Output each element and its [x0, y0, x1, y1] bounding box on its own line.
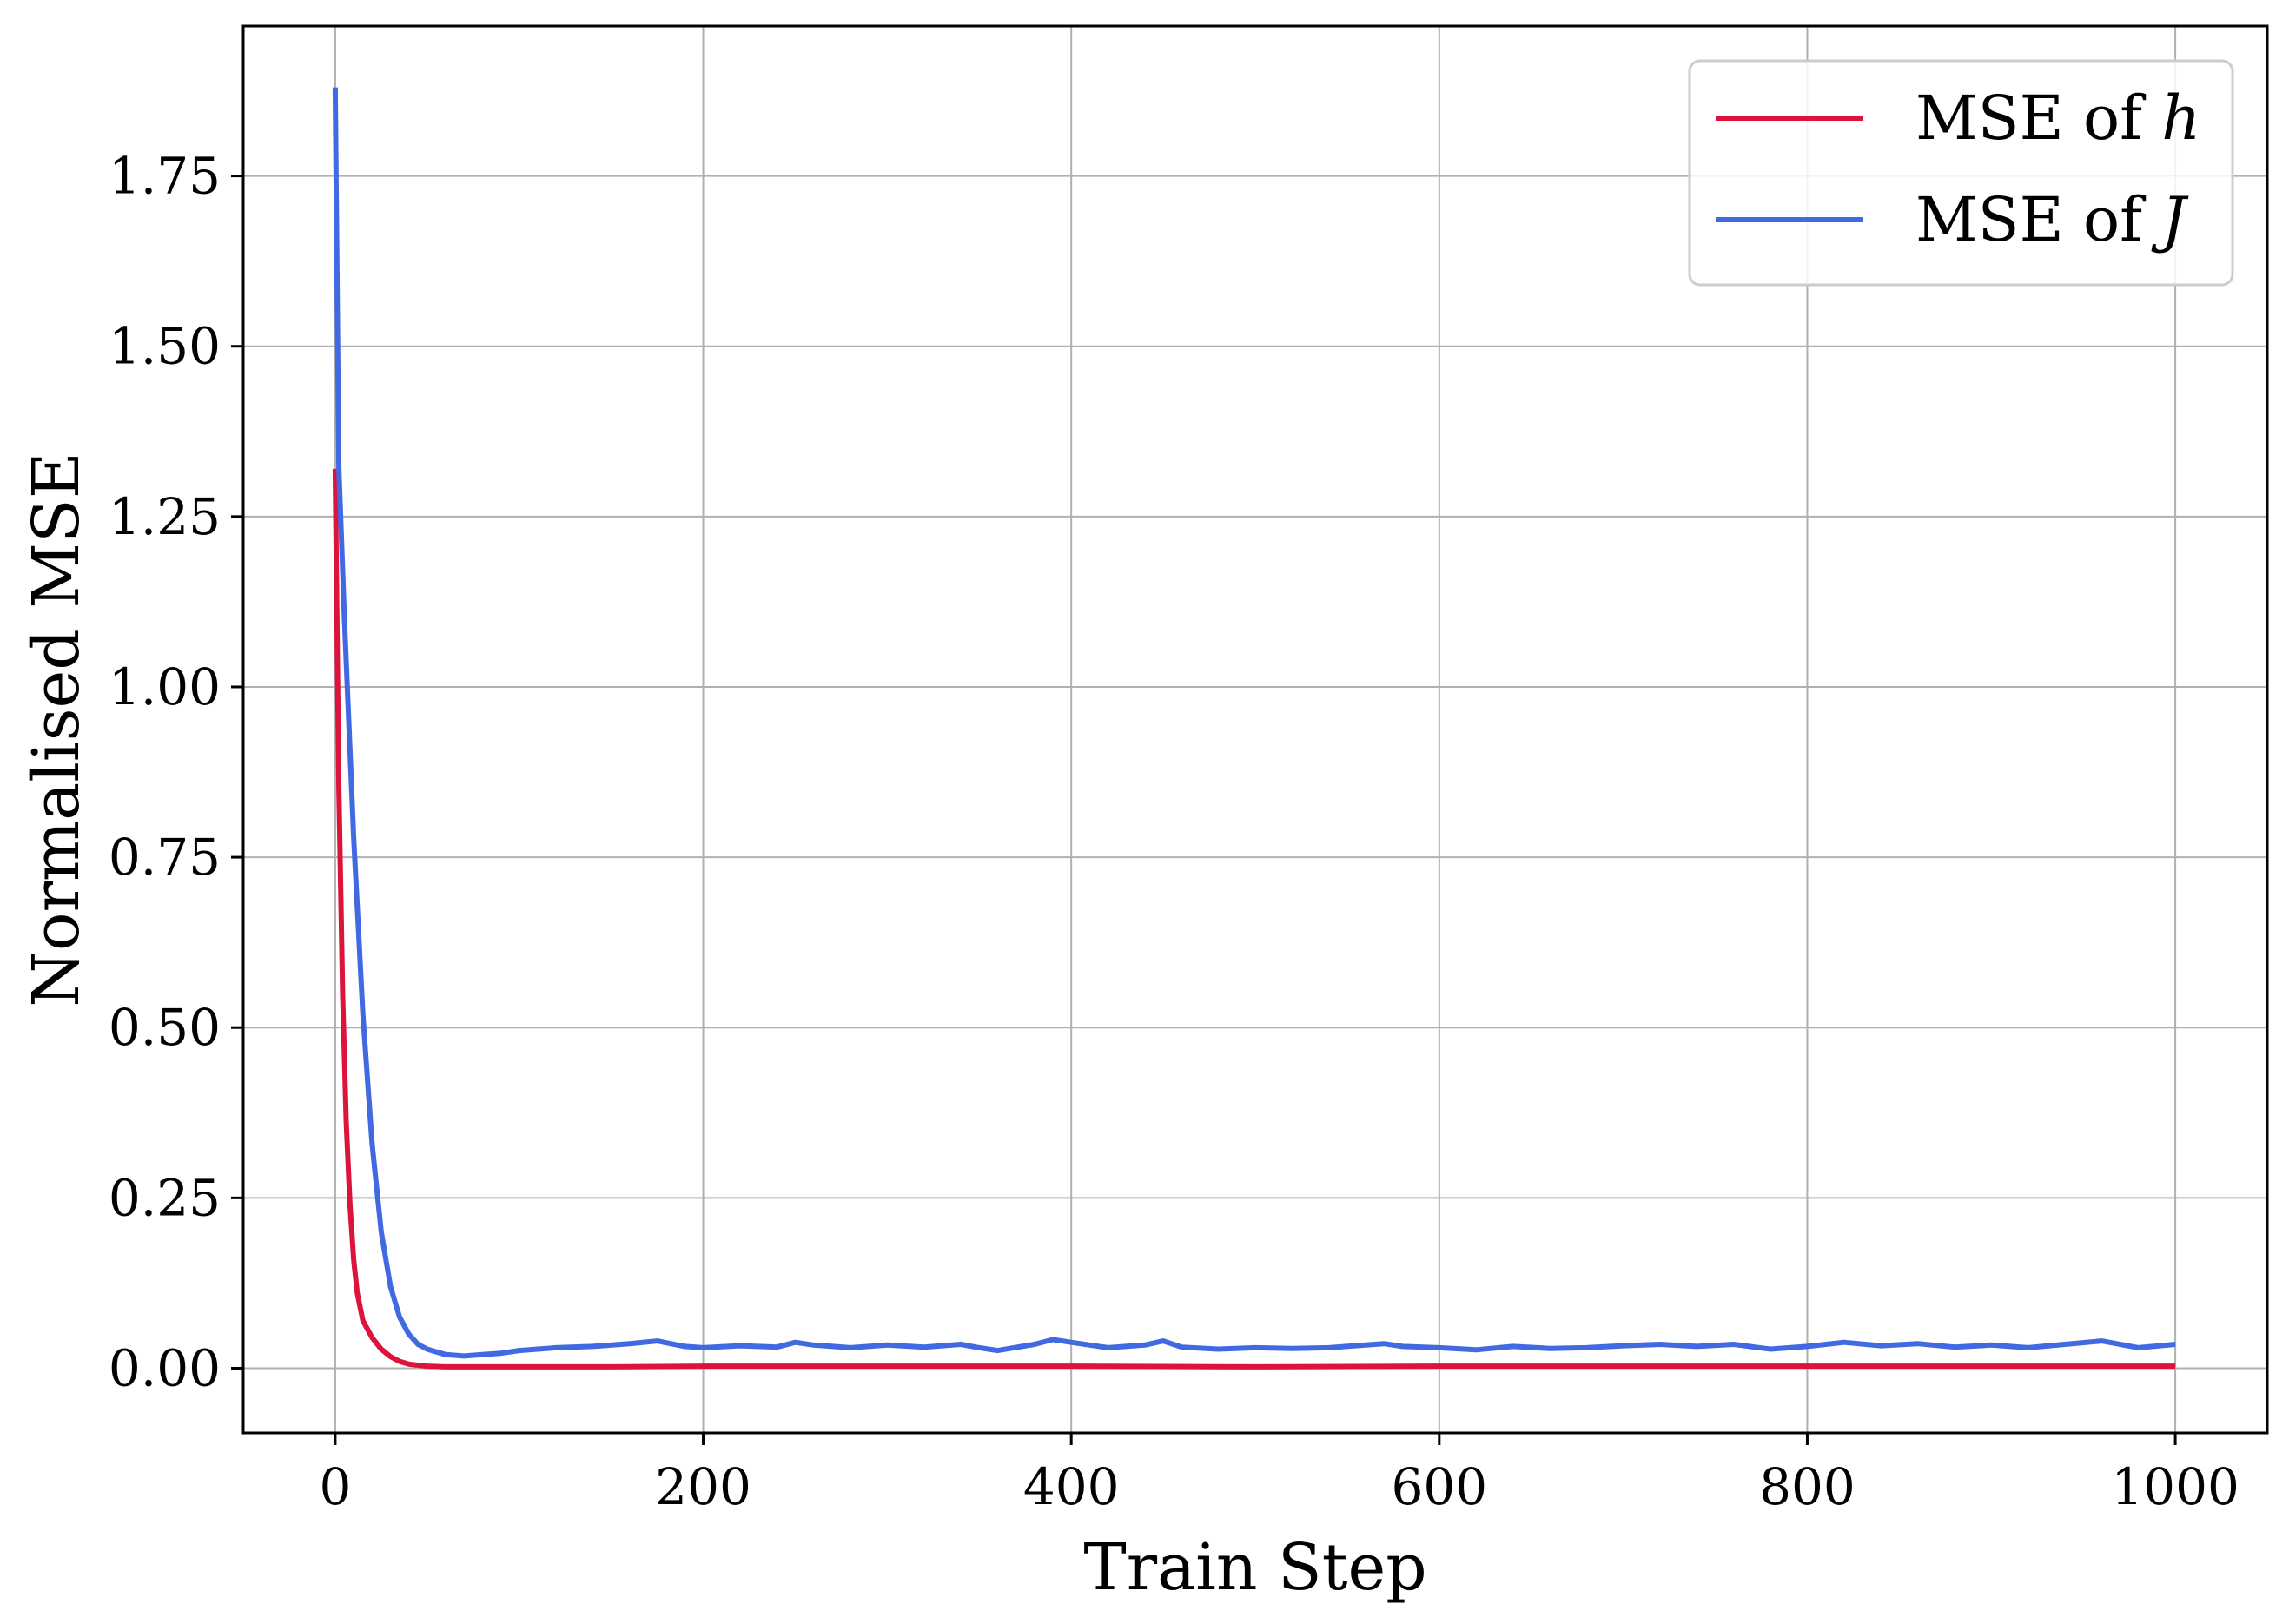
y-tick-label: 1.50: [109, 317, 221, 376]
x-tick-label: 200: [655, 1457, 751, 1516]
series-line-h: [332, 468, 2176, 1370]
legend-label-h: MSE of h: [1915, 83, 2200, 154]
series-layer: [332, 87, 2176, 1370]
y-axis-title: Normalised MSE: [19, 452, 94, 1007]
x-tick-label: 800: [1759, 1457, 1856, 1516]
y-tick-label: 1.00: [109, 657, 221, 716]
series-line-j: [332, 87, 2176, 1359]
x-tick-label: 400: [1023, 1457, 1120, 1516]
ticks: 0 200 400 600 800 1000 0.00 0.25 0.50 0.75 1.00 1.2…: [109, 147, 2239, 1516]
plot-frame: [241, 24, 2269, 1435]
legend: MSE of h MSE of J: [1688, 59, 2234, 287]
y-tick-label: 0.25: [109, 1168, 221, 1227]
y-tick-label: 0.50: [109, 998, 221, 1057]
x-tick-label: 1000: [2111, 1457, 2239, 1516]
x-tick-label: 0: [319, 1457, 351, 1516]
y-tick-label: 0.00: [109, 1338, 221, 1397]
x-tick-label: 600: [1391, 1457, 1487, 1516]
x-axis-title: Train Step: [1083, 1530, 1426, 1605]
y-tick-label: 1.25: [109, 487, 221, 546]
y-tick-label: 1.75: [109, 147, 221, 206]
legend-label-j: MSE of J: [1915, 184, 2189, 255]
y-tick-label: 0.75: [109, 828, 221, 887]
